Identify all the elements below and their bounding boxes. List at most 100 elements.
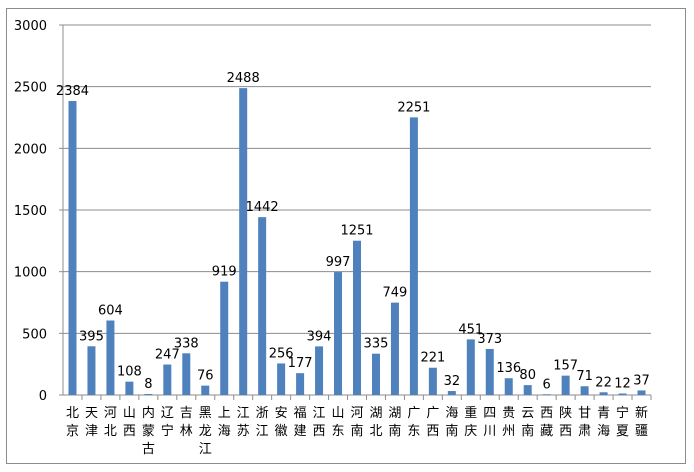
- bar-上海: [220, 281, 229, 395]
- x-tick-label: 山: [123, 406, 136, 421]
- x-tick-label: 州: [502, 424, 515, 439]
- bar-陕西: [561, 375, 570, 395]
- x-tick-label: 湖: [388, 406, 401, 421]
- x-tick-label: 江: [199, 442, 212, 457]
- x-tick-label: 云: [521, 406, 534, 421]
- x-tick-label: 上: [218, 406, 231, 421]
- data-label: 80: [519, 368, 536, 383]
- x-tick-label: 宁: [161, 423, 174, 439]
- bar-新疆: [637, 390, 646, 395]
- x-tick-label: 北: [104, 424, 117, 439]
- bar-内蒙古: [144, 394, 153, 395]
- x-tick-label: 西: [559, 424, 572, 439]
- bar-浙江: [258, 217, 267, 395]
- x-tick-label: 安: [275, 406, 288, 421]
- data-label: 2384: [56, 84, 89, 99]
- data-label: 22: [595, 375, 612, 390]
- x-tick-label: 江: [313, 406, 326, 421]
- x-tick-label: 东: [407, 424, 420, 439]
- x-tick-label: 西: [123, 424, 136, 439]
- x-tick-label: 蒙: [142, 424, 155, 439]
- bar-吉林: [182, 353, 191, 395]
- x-tick-label: 南: [445, 423, 458, 439]
- data-label: 604: [98, 304, 123, 319]
- data-label: 1442: [246, 200, 279, 215]
- x-tick-label: 内: [142, 405, 155, 421]
- x-tick-label: 海: [218, 424, 231, 439]
- bar-天津: [87, 346, 96, 395]
- y-tick-label: 0: [39, 389, 47, 404]
- data-label: 451: [458, 322, 483, 337]
- bar-安徽: [277, 363, 286, 395]
- bar-山东: [334, 272, 343, 395]
- x-tick-label: 西: [540, 406, 553, 421]
- x-tick-label: 陕: [559, 406, 572, 421]
- bar-福建: [296, 373, 305, 395]
- bar-河南: [353, 240, 361, 395]
- x-tick-label: 新: [635, 405, 648, 421]
- bar-黑龙江: [201, 385, 210, 395]
- x-tick-label: 广: [407, 406, 420, 421]
- bar-贵州: [504, 378, 513, 395]
- x-tick-label: 肃: [578, 424, 591, 439]
- x-tick-label: 重: [464, 405, 477, 421]
- data-label: 1251: [340, 224, 373, 239]
- x-tick-label: 山: [332, 406, 345, 421]
- x-tick-label: 南: [521, 423, 534, 439]
- x-tick-label: 福: [294, 406, 307, 421]
- data-label: 136: [496, 361, 521, 376]
- x-tick-label: 徽: [275, 424, 288, 439]
- x-tick-label: 夏: [616, 424, 629, 439]
- data-label: 108: [117, 365, 142, 380]
- x-tick-label: 贵: [502, 406, 515, 421]
- data-label: 71: [576, 369, 593, 384]
- x-tick-label: 南: [350, 423, 363, 439]
- x-tick-label: 川: [483, 424, 496, 439]
- data-label: 395: [79, 329, 104, 344]
- bar-山西: [125, 381, 134, 395]
- y-tick-label: 2500: [14, 81, 47, 96]
- x-tick-label: 苏: [237, 423, 250, 439]
- x-tick-label: 津: [85, 424, 98, 439]
- data-label: 12: [614, 377, 631, 392]
- bar-甘肃: [580, 386, 589, 395]
- bar-宁夏: [618, 393, 627, 395]
- data-label: 997: [326, 255, 351, 270]
- x-tick-label: 龙: [199, 424, 212, 439]
- x-tick-label: 建: [294, 424, 307, 439]
- data-label: 256: [269, 346, 294, 361]
- chart-frame: [6, 8, 686, 464]
- bar-广西: [428, 367, 437, 395]
- x-tick-label: 南: [388, 423, 401, 439]
- x-tick-label: 疆: [635, 424, 648, 439]
- data-label: 8: [144, 377, 152, 392]
- data-label: 6: [543, 377, 551, 392]
- x-tick-label: 海: [597, 424, 610, 439]
- y-tick-label: 1500: [14, 204, 47, 219]
- x-tick-label: 北: [66, 406, 79, 421]
- x-tick-label: 青: [597, 406, 610, 421]
- x-tick-label: 浙: [256, 406, 269, 421]
- x-tick-label: 天: [85, 406, 98, 421]
- data-label: 76: [197, 369, 214, 384]
- bar-重庆: [466, 339, 475, 395]
- x-tick-label: 古: [142, 442, 155, 457]
- x-tick-label: 江: [256, 424, 269, 439]
- data-label: 338: [174, 336, 199, 351]
- data-label: 335: [364, 337, 389, 352]
- x-tick-label: 湖: [369, 406, 382, 421]
- bar-西藏: [542, 394, 551, 395]
- bar-云南: [523, 385, 532, 395]
- data-label: 2251: [397, 100, 430, 115]
- x-tick-label: 宁: [616, 405, 629, 421]
- x-tick-label: 林: [180, 424, 193, 439]
- data-label: 919: [212, 265, 237, 280]
- x-tick-label: 海: [445, 406, 458, 421]
- x-tick-label: 北: [369, 424, 382, 439]
- data-label: 394: [307, 329, 332, 344]
- bar-广东: [409, 117, 418, 396]
- x-tick-label: 庆: [464, 424, 477, 439]
- x-tick-label: 河: [104, 406, 117, 421]
- x-tick-label: 广: [426, 406, 439, 421]
- bar-辽宁: [163, 364, 172, 395]
